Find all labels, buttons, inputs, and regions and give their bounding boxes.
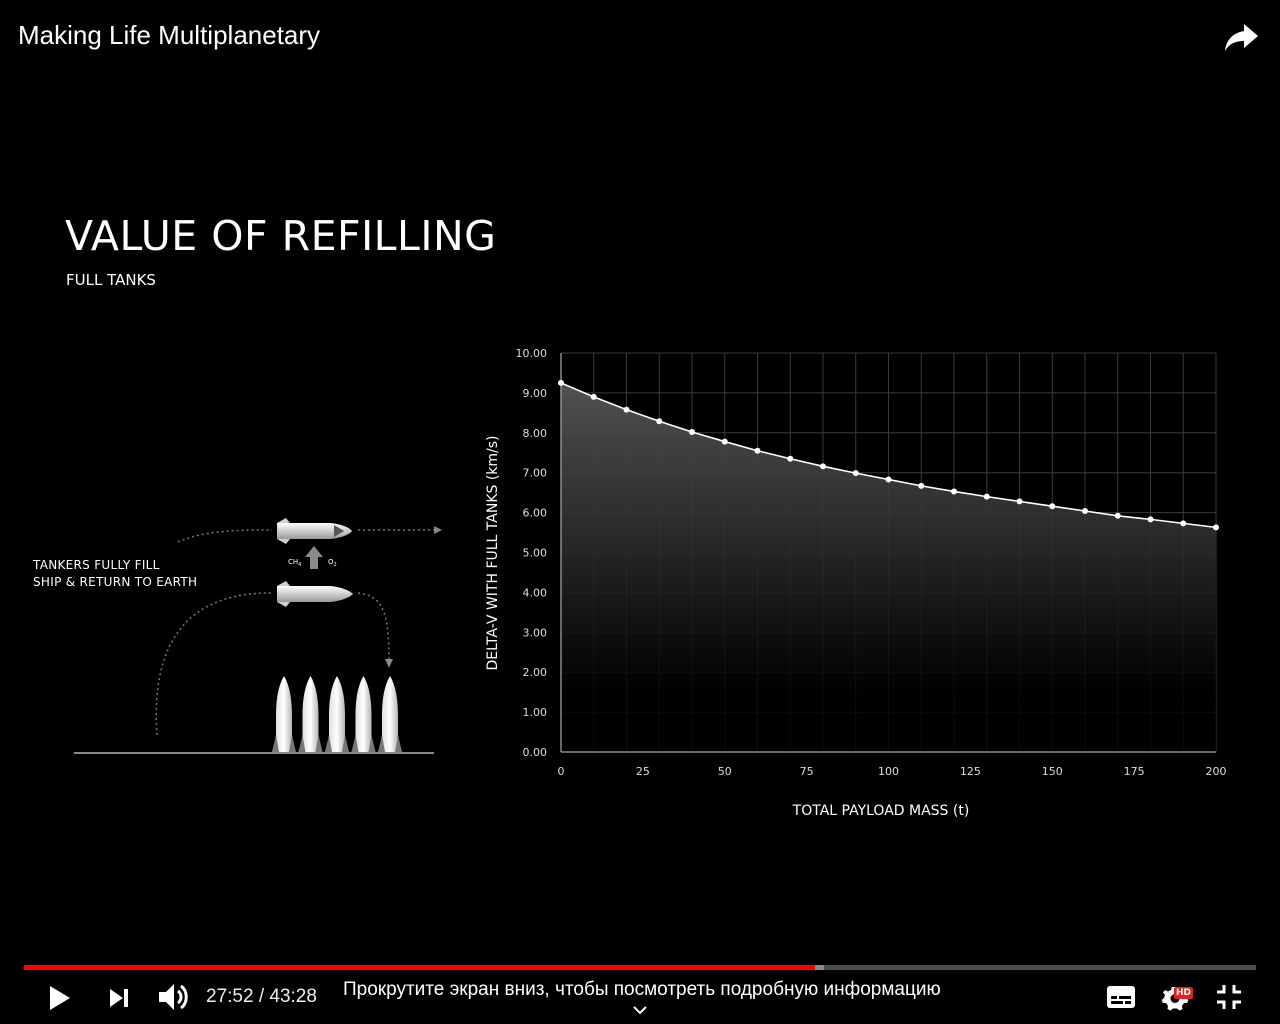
data-point	[721, 438, 728, 445]
delta-v-chart: 0.00 1.00 2.00 3.00 4.00 5.00 6.00 7.00 8.00 9.00…	[485, 347, 1227, 819]
tanker-ship-icon	[277, 581, 353, 607]
time-display: 27:52 / 43:28	[206, 986, 317, 1008]
x-tick-label: 50	[718, 765, 732, 778]
tick-labels: 0.00 1.00 2.00 3.00 4.00 5.00 6.00 7.00 8.00 9.00…	[516, 347, 1227, 778]
booster-rocket-icon	[298, 676, 323, 752]
data-point	[787, 455, 794, 462]
subtitles-icon[interactable]	[1106, 984, 1136, 1010]
booster-rocket-icon	[378, 676, 402, 752]
return-trajectory	[357, 592, 390, 661]
area-under-curve	[561, 382, 1216, 752]
duration: 43:28	[269, 986, 317, 1007]
y-tick-label: 4.00	[523, 586, 548, 599]
played-bar	[24, 965, 815, 970]
scroll-hint[interactable]: Прокрутите экран вниз, чтобы посмотреть …	[343, 979, 941, 1000]
data-points	[558, 379, 1219, 531]
o2-label: O2	[328, 558, 337, 568]
x-axis-label: TOTAL PAYLOAD MASS (t)	[792, 803, 970, 819]
depart-arrowhead	[434, 526, 442, 534]
data-point	[1180, 520, 1187, 527]
hd-badge: HD	[1174, 987, 1194, 999]
data-point	[918, 482, 925, 489]
data-point	[754, 447, 761, 454]
ship-icon	[277, 518, 352, 544]
y-tick-label: 1.00	[523, 706, 548, 719]
x-tick-label: 25	[636, 765, 650, 778]
return-arrowhead	[385, 659, 393, 668]
chart-axes	[560, 353, 1216, 753]
y-tick-label: 3.00	[523, 626, 548, 639]
data-point	[558, 379, 564, 386]
booster-fin	[325, 735, 349, 752]
slide-subtitle: FULL TANKS	[66, 271, 156, 289]
approach-trajectory	[177, 529, 273, 543]
x-tick-label: 125	[960, 765, 981, 778]
data-point	[1049, 503, 1056, 510]
x-tick-label: 175	[1124, 765, 1145, 778]
y-tick-label: 0.00	[523, 746, 548, 759]
share-arrow-icon[interactable]	[1222, 20, 1260, 54]
y-tick-label: 6.00	[523, 507, 548, 520]
x-tick-label: 0	[558, 765, 565, 778]
chevron-down-icon[interactable]	[632, 1004, 648, 1016]
y-tick-label: 5.00	[523, 547, 548, 560]
data-point	[1016, 498, 1023, 505]
x-tick-label: 200	[1206, 765, 1227, 778]
refilling-diagram: CH4 O2	[74, 518, 442, 754]
booster-fin	[378, 735, 402, 752]
booster-fin	[272, 735, 296, 752]
slide-title: VALUE OF REFILLING	[65, 212, 497, 260]
exit-fullscreen-icon[interactable]	[1214, 982, 1244, 1012]
data-point	[623, 406, 630, 413]
booster-rocket-icon	[272, 676, 296, 752]
transfer-arrow-icon	[305, 546, 323, 569]
y-tick-label: 2.00	[523, 666, 548, 679]
ch4-label: CH4	[288, 558, 301, 568]
y-tick-label: 10.00	[516, 347, 548, 360]
data-point	[1082, 508, 1088, 515]
booster-rockets	[272, 676, 402, 752]
launch-trajectory	[155, 592, 273, 736]
data-point	[656, 418, 663, 425]
booster-fin	[298, 735, 323, 752]
data-point	[885, 476, 892, 483]
x-tick-label: 100	[878, 765, 899, 778]
tanker-caption: TANKERS FULLY FILL SHIP & RETURN TO EART…	[33, 557, 197, 591]
y-tick-label: 9.00	[523, 387, 548, 400]
volume-icon[interactable]	[156, 981, 190, 1013]
caption-line-2: SHIP & RETURN TO EARTH	[33, 575, 198, 589]
caption-line-1: TANKERS FULLY FILL	[33, 558, 160, 572]
data-point	[689, 429, 695, 436]
x-tick-label: 150	[1042, 765, 1063, 778]
data-point	[1213, 524, 1219, 531]
progress-bar[interactable]	[24, 965, 1256, 970]
play-icon[interactable]	[44, 983, 74, 1013]
data-point	[1147, 516, 1154, 523]
booster-rocket-icon	[351, 676, 376, 752]
next-icon[interactable]	[106, 985, 132, 1011]
booster-fin	[351, 735, 376, 752]
x-tick-label: 75	[800, 765, 814, 778]
data-point	[983, 493, 990, 500]
time-separator: /	[258, 986, 265, 1007]
video-title[interactable]: Making Life Multiplanetary	[18, 20, 321, 50]
data-point	[951, 488, 957, 495]
data-point	[820, 463, 826, 470]
y-tick-label: 7.00	[523, 467, 548, 480]
y-tick-label: 8.00	[523, 427, 548, 440]
data-point	[1114, 512, 1121, 519]
current-time: 27:52	[206, 986, 254, 1007]
booster-rocket-icon	[325, 676, 349, 752]
data-point	[590, 393, 597, 400]
y-axis-label: DELTA-V WITH FULL TANKS (km/s)	[485, 435, 501, 670]
data-point	[852, 470, 859, 477]
